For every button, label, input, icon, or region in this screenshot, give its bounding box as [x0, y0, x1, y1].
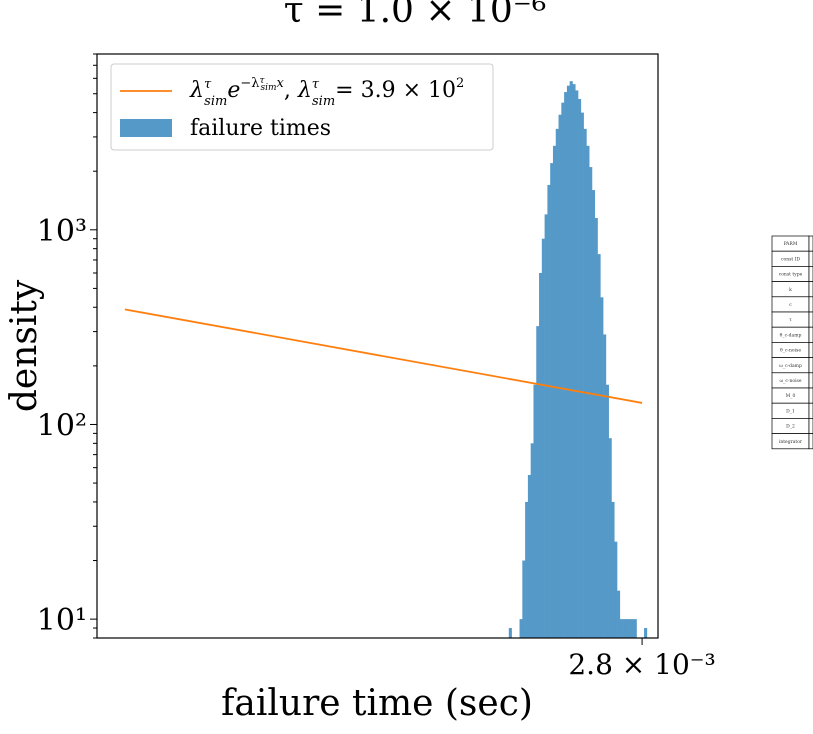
- histogram-bar: [544, 214, 548, 638]
- legend-histogram-swatch: [120, 119, 172, 137]
- legend: λτ sime−λτ simx, λτ sim= 3.9 × 102 failure …: [110, 63, 494, 151]
- histogram-bar: [564, 92, 568, 638]
- fit-line-series: [124, 308, 643, 404]
- histogram-bar: [578, 98, 582, 639]
- histogram-bar: [614, 541, 618, 638]
- parameter-table-value-cell: [808, 433, 813, 450]
- parameter-table-value-cell: [808, 235, 813, 252]
- histogram-bar: [603, 334, 607, 638]
- y-tick-label: 10¹: [37, 603, 87, 638]
- x-tick-label: 2.8 × 10⁻³: [568, 648, 715, 681]
- parameter-table-label: τ: [789, 318, 792, 323]
- histogram-bar: [547, 184, 551, 638]
- plot-frame: [96, 53, 659, 639]
- histogram-bar: [527, 475, 531, 638]
- y-axis-label: density: [4, 279, 45, 412]
- x-axis-label: failure time (sec): [221, 683, 533, 724]
- legend-histogram-label: failure times: [190, 116, 331, 141]
- parameter-table-label: D_2: [786, 424, 795, 430]
- parameter-table-label: c: [789, 303, 792, 308]
- plot-area: 10¹ 10² 10³ 2.8 × 10⁻³: [37, 53, 716, 681]
- histogram-bar: [519, 619, 523, 638]
- parameter-table-value-cell: [808, 372, 813, 389]
- parameter-table-value-cell: [808, 266, 813, 282]
- y-tick-label: 10²: [37, 408, 87, 443]
- parameter-table-value-cell: [808, 342, 813, 358]
- parameter-table-label: PARM: [784, 241, 798, 247]
- parameter-table-value-cell: [808, 357, 813, 374]
- parameter-table: PARM const ID const type k c τ θ_c-damp θ_c-noi…: [771, 235, 813, 450]
- parameter-table-label: θ_c-damp: [780, 332, 802, 338]
- histogram-bar: [597, 254, 601, 638]
- histogram-bar: [508, 628, 512, 638]
- histogram-bar: [591, 190, 596, 638]
- parameter-table-value-cell: [808, 250, 813, 267]
- histogram-bar: [633, 619, 637, 638]
- y-tick-label: 10³: [37, 214, 87, 249]
- histogram-bar: [586, 145, 590, 638]
- parameter-table-value-cell: [808, 281, 813, 298]
- histogram-bar: [552, 145, 557, 638]
- y-axis: 10¹ 10² 10³: [37, 53, 97, 639]
- histogram-bar: [558, 114, 562, 639]
- parameter-table-value-cell: [808, 311, 813, 328]
- parameter-table-value-cell: [808, 418, 813, 434]
- parameter-table-label: ω_c-noise: [780, 378, 802, 384]
- parameter-table-value-cell: [808, 296, 813, 313]
- parameter-table-label: M_0: [786, 393, 796, 399]
- histogram-bar: [589, 167, 593, 638]
- histogram-bar: [539, 272, 543, 638]
- legend-fit-line-label: λτ sime−λτ simx, λτ sim= 3.9 × 102: [189, 76, 464, 109]
- parameter-table-label: θ_c-noise: [780, 348, 801, 354]
- parameter-table-value-cell: [808, 387, 813, 404]
- histogram-bar: [525, 501, 529, 638]
- histogram-bar: [522, 560, 526, 638]
- histogram-bar: [628, 619, 632, 638]
- histogram-bar: [600, 297, 604, 638]
- histogram-bar: [605, 384, 609, 638]
- histogram-bar: [566, 85, 570, 639]
- histogram-bar: [536, 326, 540, 638]
- histogram-bar: [533, 384, 537, 638]
- histogram-bar: [644, 628, 648, 638]
- histogram-bar: [572, 84, 576, 638]
- histogram-bar: [594, 217, 598, 639]
- histogram-bar: [580, 112, 584, 639]
- parameter-table-label: ω_c-damp: [779, 363, 802, 369]
- histogram-bar: [583, 128, 587, 639]
- histogram-bar: [622, 619, 626, 638]
- parameter-table-label: D_1: [786, 408, 795, 414]
- histogram-series: [508, 81, 648, 639]
- histogram-bar: [550, 163, 554, 638]
- histogram-bar: [561, 102, 565, 638]
- histogram-bar: [630, 619, 635, 638]
- histogram-bar: [608, 438, 612, 638]
- parameter-table-value-cell: [808, 326, 813, 343]
- parameter-table-label: const type: [779, 272, 803, 278]
- histogram-bar: [619, 619, 623, 638]
- histogram-bar: [617, 590, 621, 638]
- histogram-bar: [569, 81, 573, 638]
- histogram-bar: [530, 443, 534, 638]
- parameter-table-label: const ID: [781, 256, 800, 262]
- parameter-table-value-cell: [808, 402, 813, 419]
- histogram-bar: [575, 90, 579, 639]
- histogram-bar: [625, 619, 629, 638]
- parameter-table-label: k: [789, 287, 792, 293]
- x-axis: 2.8 × 10⁻³: [568, 638, 716, 681]
- histogram-bar: [611, 501, 615, 638]
- histogram-bar: [541, 238, 545, 638]
- histogram-bar: [555, 128, 559, 639]
- parameter-table-label: integrator: [779, 439, 803, 445]
- legend-box: [110, 63, 494, 151]
- chart-title: τ = 1.0 × 10⁻⁶: [284, 0, 547, 31]
